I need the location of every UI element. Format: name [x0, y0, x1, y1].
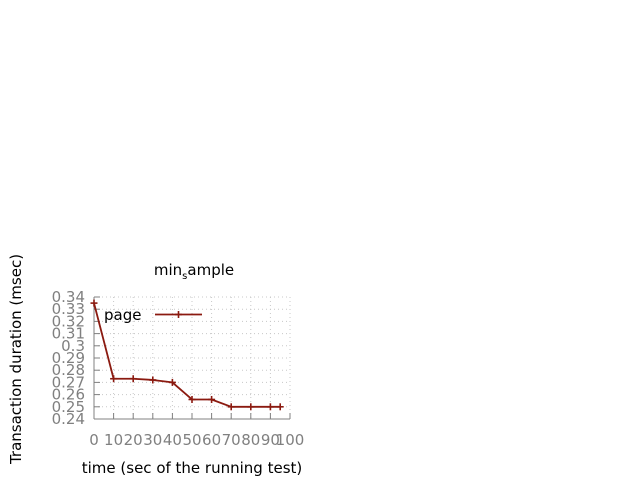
y-tick-label: 0.32 — [52, 312, 85, 330]
legend: page — [104, 306, 202, 324]
y-tick-label: 0.31 — [52, 325, 85, 343]
data-point — [247, 403, 255, 411]
data-point — [266, 403, 274, 411]
y-tick-label: 0.3 — [61, 337, 85, 355]
x-tick-label: 70 — [222, 431, 241, 449]
grid — [94, 296, 291, 419]
data-point — [276, 403, 284, 411]
y-tick-label: 0.27 — [52, 373, 85, 391]
x-tick-label: 10 — [104, 431, 123, 449]
data-point — [110, 375, 118, 383]
y-tick-label: 0.24 — [52, 410, 85, 428]
axes — [93, 296, 291, 420]
tick-labels: 0 10 20 30 40 50 60 70 80 901000.240.250.260.270.… — [52, 288, 305, 449]
y-tick-label: 0.28 — [52, 361, 85, 379]
x-tick-label: 40 — [163, 431, 182, 449]
data-point — [149, 376, 157, 384]
y-tick-label: 0.33 — [52, 300, 85, 318]
series-layer — [90, 299, 284, 411]
x-tick-label: 30 — [143, 431, 162, 449]
data-point — [90, 299, 98, 307]
data-point — [227, 403, 235, 411]
x-tick-label: 20 — [124, 431, 143, 449]
x-axis-title: time (sec of the running test) — [82, 459, 303, 477]
y-tick-label: 0.34 — [52, 288, 85, 306]
data-point — [208, 395, 216, 403]
x-tick-label: 0 — [89, 431, 99, 449]
data-point — [168, 378, 176, 386]
data-point — [129, 375, 137, 383]
x-tick-label: 60 — [202, 431, 221, 449]
y-tick-label: 0.26 — [52, 386, 85, 404]
y-tick-label: 0.25 — [52, 398, 85, 416]
chart-title: minsample — [154, 261, 234, 282]
x-tick-label: 80 — [241, 431, 260, 449]
x-tick-label: 90 — [261, 431, 280, 449]
data-point — [188, 395, 196, 403]
y-axis-title: Transaction duration (msec) — [7, 254, 25, 465]
legend-label: page — [104, 306, 141, 324]
data-point — [175, 311, 182, 318]
x-tick-label: 100 — [276, 431, 305, 449]
legend-marker — [175, 311, 182, 318]
x-tick-label: 50 — [182, 431, 201, 449]
y-tick-label: 0.29 — [52, 349, 85, 367]
